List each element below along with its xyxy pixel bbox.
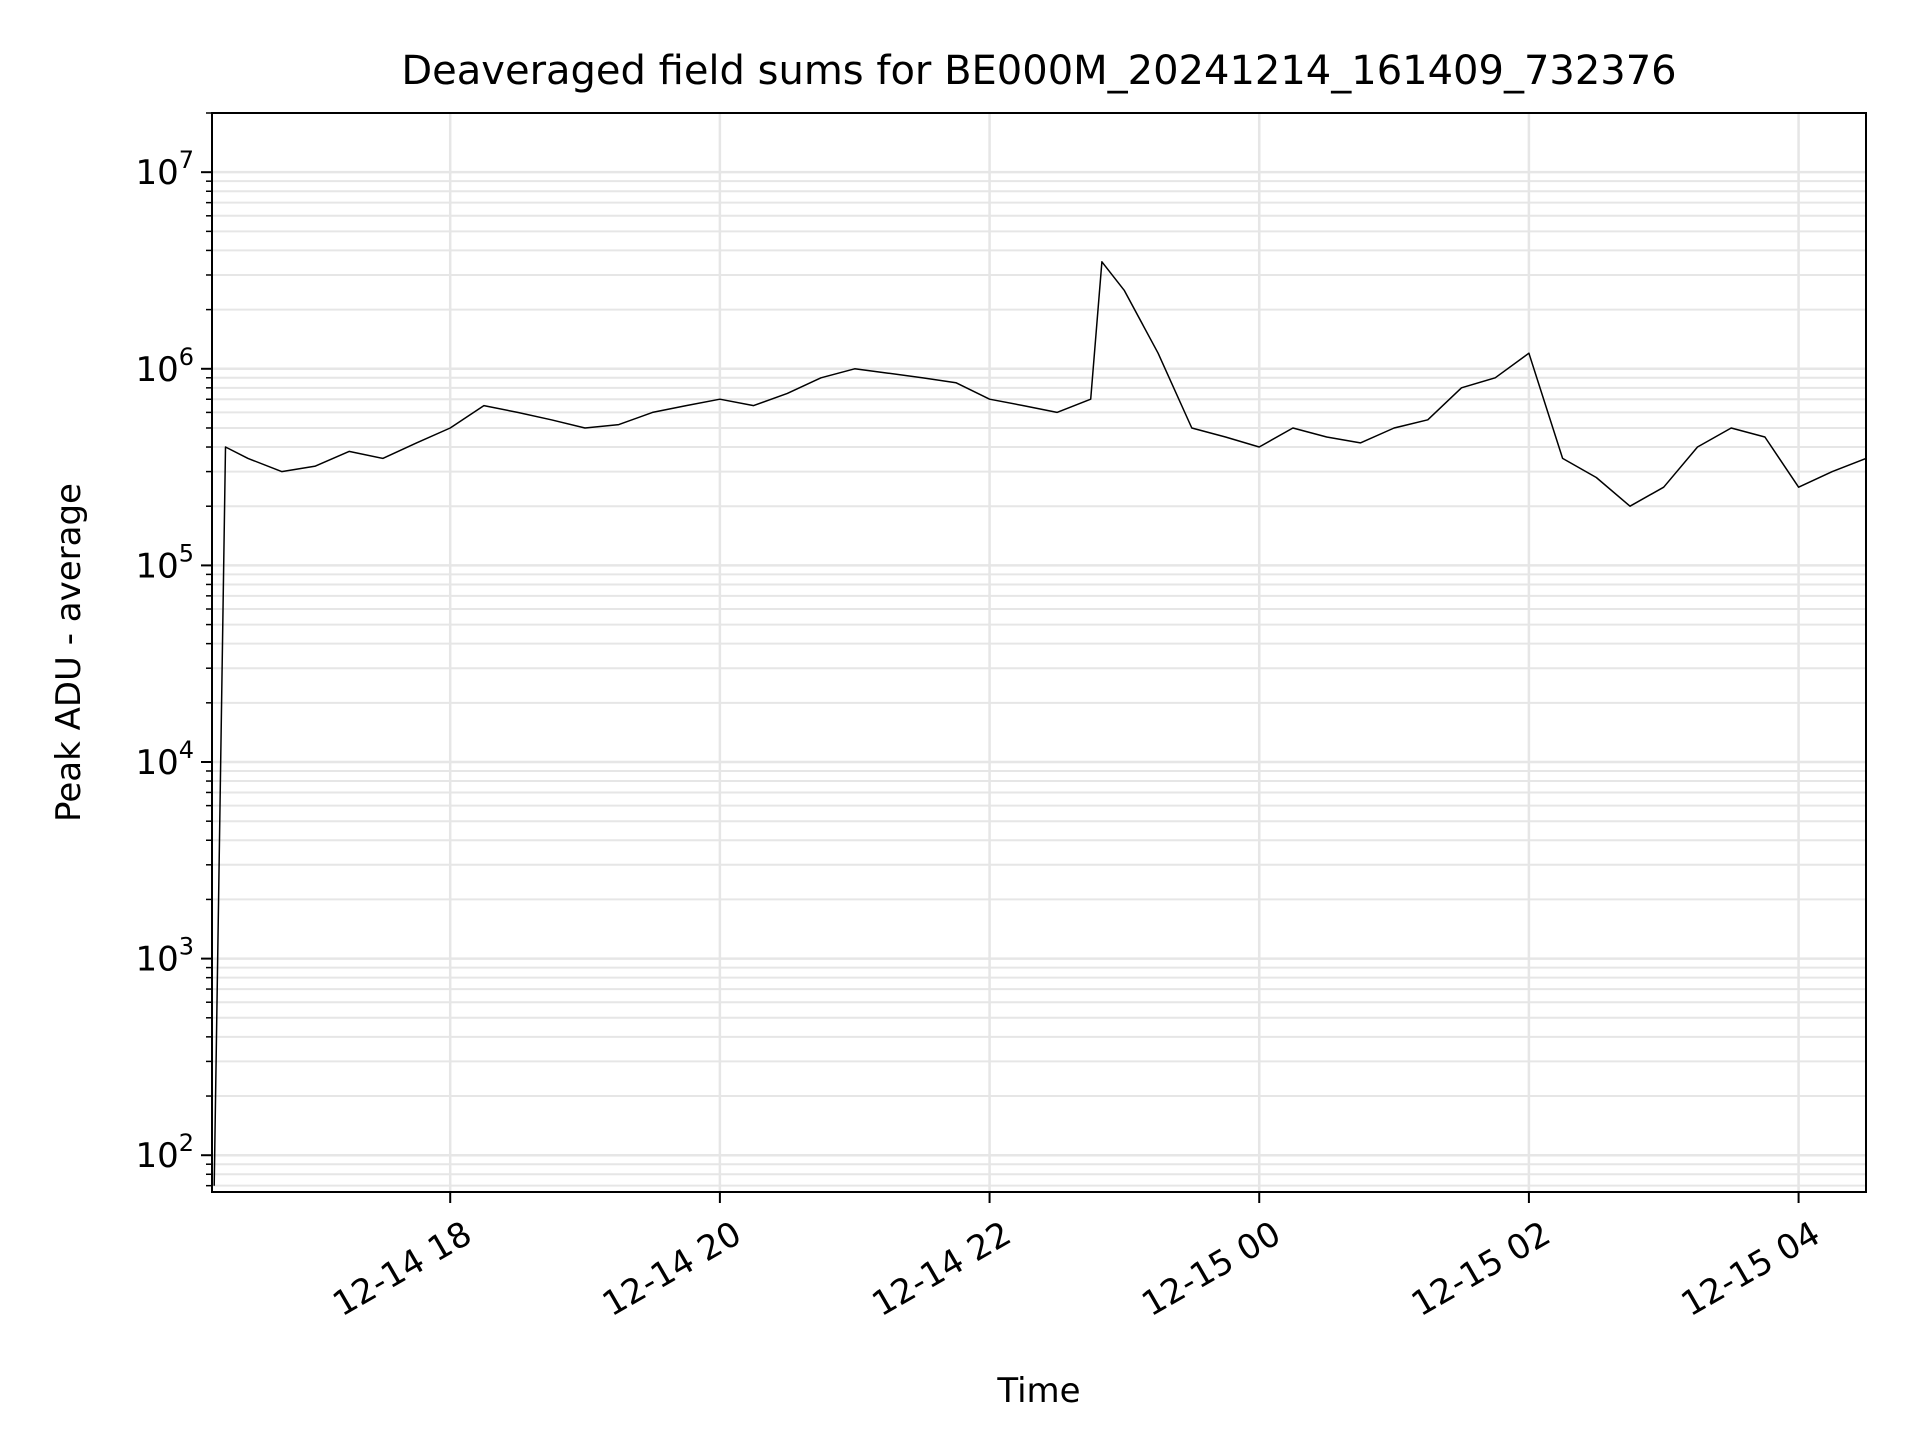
x-tick-label: 12-14 22 — [866, 1214, 1018, 1325]
series-layer — [213, 261, 1866, 1186]
y-tick-label: 106 — [135, 343, 194, 390]
x-tick-label: 12-15 02 — [1405, 1214, 1557, 1325]
plot-frame — [211, 112, 1867, 1193]
x-tick-label: 12-14 18 — [326, 1214, 478, 1325]
y-axis-label: Peak ADU - average — [49, 483, 89, 822]
y-tick-label: 104 — [135, 736, 194, 783]
x-tick-label: 12-15 00 — [1135, 1214, 1287, 1325]
y-tick-label: 102 — [135, 1129, 194, 1176]
series-line — [213, 261, 1866, 1186]
x-tick-label: 12-15 04 — [1675, 1214, 1827, 1325]
y-tick-label: 105 — [135, 539, 194, 586]
chart-title: Deaveraged field sums for BE000M_2024121… — [401, 48, 1676, 94]
x-tick-label: 12-14 20 — [596, 1214, 748, 1325]
x-axis-label: Time — [996, 1371, 1080, 1411]
ticks: 102 103 104 105 106 107 12-14 18 12-14 20 12-14 … — [135, 112, 1827, 1325]
y-tick-label: 107 — [135, 146, 194, 193]
grid — [212, 112, 1866, 1192]
y-tick-label: 103 — [135, 933, 194, 980]
